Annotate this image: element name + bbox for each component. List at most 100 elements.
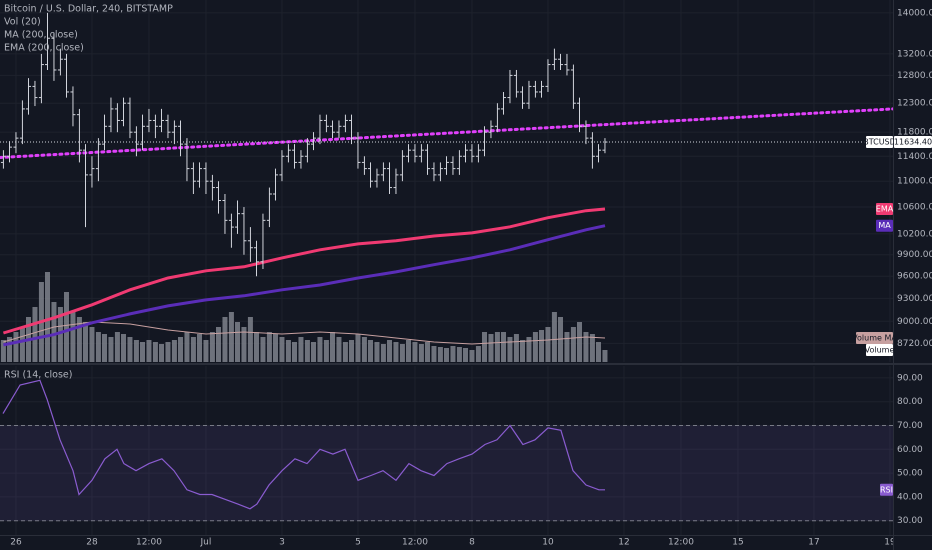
volume-bar [475, 346, 481, 362]
volume-bar [184, 332, 190, 362]
y-tick-label: 11000.00 [897, 177, 932, 187]
ma-line [3, 224, 606, 347]
volume-bar [266, 332, 272, 362]
volume-bar [114, 332, 120, 362]
volume-bar [127, 337, 133, 362]
volume-bar [589, 334, 595, 362]
y-tick-label: 14000.00 [897, 8, 932, 18]
volume-bar [89, 327, 95, 362]
y-tick-label: 30.00 [897, 516, 923, 526]
volume-bar [178, 337, 183, 362]
volume-bar [190, 337, 196, 362]
pane-title: RSI (14, close) [4, 370, 72, 381]
volume-bar [197, 334, 202, 362]
volume-bar [577, 322, 582, 362]
x-tick-label: 17 [808, 538, 819, 548]
volume-bar [70, 312, 76, 362]
volume-bar [108, 337, 114, 362]
y-tick-label: 11800.00 [897, 128, 932, 138]
volume-bar [323, 340, 329, 362]
y-tick-label: 13200.00 [897, 49, 932, 59]
ma-label-box [876, 203, 893, 216]
volume-bar [374, 342, 380, 362]
ma-label: MA [878, 221, 891, 230]
y-tick-label: 50.00 [897, 469, 923, 479]
volume-bar [95, 332, 101, 362]
volume-bar [507, 337, 513, 362]
symbol-label: BTCUSD [863, 138, 896, 147]
x-tick-label: 28 [86, 538, 98, 548]
volume-bar [431, 346, 437, 362]
y-tick-label: 40.00 [897, 492, 923, 502]
volume-bar [513, 334, 519, 362]
volume-bar [317, 337, 323, 362]
rsi-band [0, 425, 893, 521]
legend-entry: EMA (200, close) [4, 43, 84, 54]
volume-bar [285, 340, 291, 362]
volume-bar [361, 337, 367, 362]
volume-bar [355, 334, 361, 362]
ma-label: EMA [876, 205, 894, 214]
volume-bar [241, 327, 247, 362]
volume-bar [520, 340, 525, 362]
volume-bar [412, 342, 418, 362]
volume-bar [418, 344, 424, 362]
volume-bar [228, 312, 234, 362]
volume-bar [570, 327, 576, 362]
rsi-label: RSI [880, 485, 893, 494]
volume-bar [437, 347, 443, 362]
volume-bar [368, 340, 373, 362]
volume-bar [247, 317, 253, 362]
x-tick-label: 12:00 [668, 538, 694, 548]
x-tick-label: 12:00 [402, 538, 428, 548]
y-tick-label: 12300.00 [897, 99, 932, 109]
volume-bar [444, 348, 449, 362]
volume-bar [387, 340, 392, 362]
volume-bar [146, 340, 152, 362]
volume-bar [83, 322, 88, 362]
volume-bar [0, 340, 6, 362]
volume-bar [469, 350, 475, 362]
volume-label: Volume [865, 346, 895, 355]
volume-bar [171, 340, 177, 362]
y-tick-label: 8720.00 [897, 339, 932, 349]
y-tick-label: 90.00 [897, 373, 923, 383]
y-tick-label: 70.00 [897, 421, 923, 431]
y-tick-label: 9900.00 [897, 250, 932, 260]
legend-entry: Vol (20) [4, 17, 41, 28]
last-price-label-box [894, 136, 932, 149]
volume-bar [450, 346, 456, 362]
volume-bar [564, 332, 570, 362]
volume-ma-label: Volume MA [852, 334, 897, 343]
volume-bar [32, 307, 38, 362]
x-tick-label: 12:00 [136, 538, 162, 548]
price-axis-bg [893, 0, 932, 550]
volume-bar [602, 350, 608, 362]
last-price-label: 11634.40 [894, 138, 932, 147]
volume-bar [342, 342, 348, 362]
volume-bar [330, 332, 335, 362]
volume-bar [57, 307, 63, 362]
volume-bar [425, 342, 430, 362]
volume-bar [279, 337, 285, 362]
volume-bar [260, 337, 266, 362]
x-tick-label: 3 [279, 538, 285, 548]
legend-entry: Bitcoin / U.S. Dollar, 240, BITSTAMP [4, 4, 173, 15]
y-tick-label: 80.00 [897, 397, 923, 407]
volume-bar [292, 342, 297, 362]
volume-bar [254, 332, 259, 362]
volume-bar [165, 342, 171, 362]
volume-bar [13, 332, 19, 362]
volume-bar [298, 337, 304, 362]
volume-ma-line [3, 321, 606, 345]
volume-bar [273, 334, 278, 362]
volume-bar [64, 292, 69, 362]
volume-bar [304, 340, 310, 362]
x-tick-label: 19 [884, 538, 896, 548]
x-tick-label: 12 [618, 538, 629, 548]
symbol-label-box [866, 136, 893, 149]
volume-bar [532, 332, 538, 362]
